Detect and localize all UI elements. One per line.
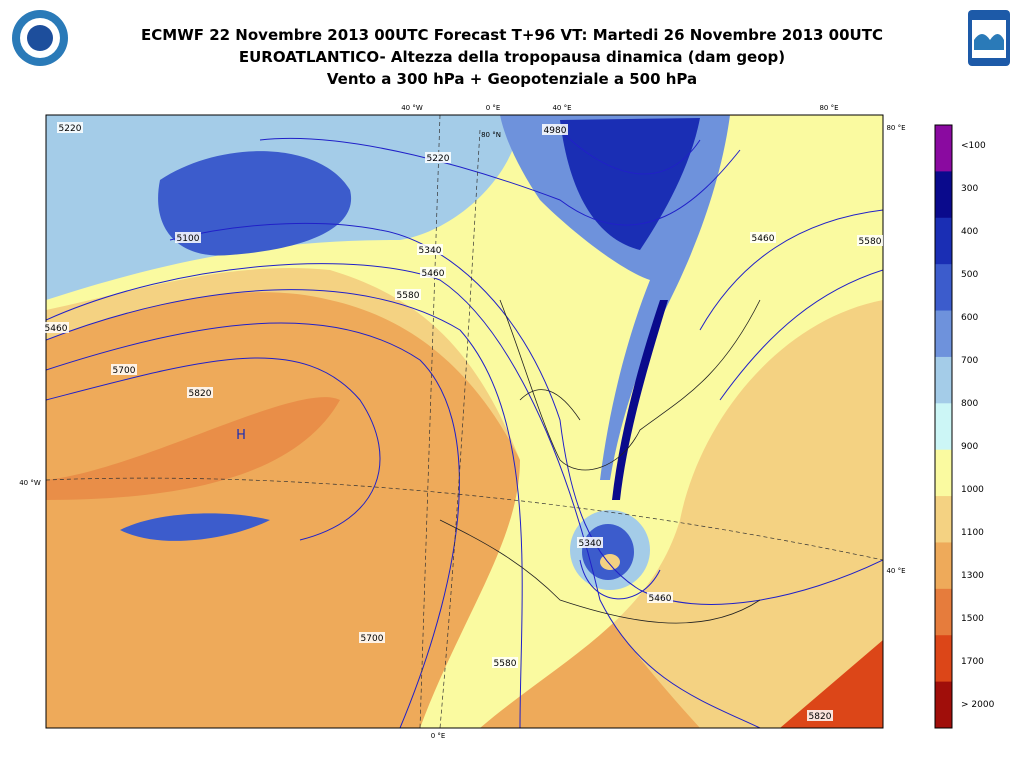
contour-label-bg [359, 632, 385, 643]
title-line: ECMWF 22 Novembre 2013 00UTC Forecast T+… [141, 26, 883, 44]
contour-label: 5100 [177, 234, 200, 244]
contour-label: 5460 [752, 234, 775, 244]
contour-label-bg [492, 657, 518, 668]
colorbar-label: > 2000 [961, 700, 995, 710]
logo-left [12, 10, 68, 66]
contour-label: 5340 [419, 246, 442, 256]
contour-label: 5700 [113, 366, 136, 376]
contour-label: 5580 [494, 659, 517, 669]
contour-label: 5460 [649, 594, 672, 604]
coord-label: 80 °E [819, 104, 838, 112]
contour-label-bg [175, 232, 201, 243]
colorbar-label: 1000 [961, 485, 984, 495]
coord-label: 0 °E [431, 732, 446, 740]
colorbar-label: 500 [961, 270, 978, 280]
contour-label-bg [647, 592, 673, 603]
contour-label-bg [542, 124, 568, 135]
contour-label-bg [425, 152, 451, 163]
coord-label: 40 °E [886, 567, 905, 575]
colorbar-label: <100 [961, 141, 986, 151]
contour-label-bg [577, 537, 603, 548]
colorbar-label: 1500 [961, 614, 984, 624]
contour-label-bg [43, 322, 69, 333]
contour-label: 5460 [45, 324, 68, 334]
contour-label: 5580 [859, 237, 882, 247]
colorbar-swatch [935, 588, 952, 636]
contour-label-bg [57, 122, 83, 133]
colorbar-label: 800 [961, 399, 978, 409]
coord-label: 40 °W [19, 479, 41, 487]
coord-label: 80 °E [886, 124, 905, 132]
colorbar-label: 900 [961, 442, 978, 452]
contour-label: 5460 [422, 269, 445, 279]
contour-label-bg [187, 387, 213, 398]
colorbar-label: 700 [961, 356, 978, 366]
colorbar-swatch [935, 496, 952, 543]
contour-label: 4980 [544, 126, 567, 136]
colorbar-frame [934, 124, 953, 729]
colorbar-label: 300 [961, 184, 978, 194]
colorbar-swatch [935, 217, 952, 265]
high-label: H [236, 428, 246, 443]
colorbar-label: 600 [961, 313, 978, 323]
colorbar-label: 1100 [961, 528, 984, 538]
title-line: EUROATLANTICO- Altezza della tropopausa … [239, 48, 785, 66]
contour-label: 5340 [579, 539, 602, 549]
contour-label-bg [395, 289, 421, 300]
colorbar-swatch [935, 310, 952, 358]
contour-label: 5220 [427, 154, 450, 164]
contour-label-bg [807, 710, 833, 721]
colorbar-swatch [935, 449, 952, 497]
colorbar-swatch [935, 264, 952, 312]
contour-label: 5700 [361, 634, 384, 644]
contour-label: 5820 [189, 389, 212, 399]
contour-label: 5220 [59, 124, 82, 134]
contour-label-bg [417, 244, 443, 255]
colorbar-swatch [935, 403, 952, 451]
colorbar-swatch [935, 635, 952, 683]
contour-label-bg [750, 232, 776, 243]
map [45, 114, 884, 729]
contour-label: 5580 [397, 291, 420, 301]
coord-label: 40 °E [552, 104, 571, 112]
contour-label-bg [111, 364, 137, 375]
contour-label: 5820 [809, 712, 832, 722]
contour-label-bg [857, 235, 883, 246]
colorbar-label: 1700 [961, 657, 984, 667]
coord-label: 80 °N [481, 131, 501, 139]
colorbar-label: 400 [961, 227, 978, 237]
title-line: Vento a 300 hPa + Geopotenziale a 500 hP… [327, 70, 697, 88]
coord-label: 40 °W [401, 104, 423, 112]
colorbar-swatch [935, 356, 952, 404]
contour-label-bg [420, 267, 446, 278]
colorbar-swatch [935, 542, 952, 590]
colorbar-swatch [935, 171, 952, 219]
logo-right [968, 10, 1010, 66]
colorbar-label: 1300 [961, 571, 984, 581]
colorbar-swatch [935, 125, 952, 172]
coord-label: 0 °E [486, 104, 501, 112]
colorbar-swatch [935, 681, 952, 729]
